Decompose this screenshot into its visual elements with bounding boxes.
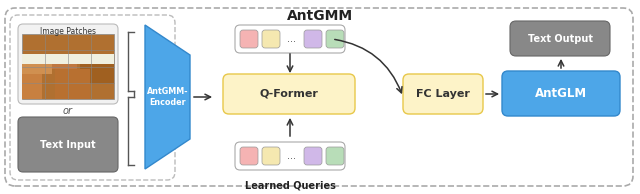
FancyBboxPatch shape bbox=[235, 25, 345, 53]
FancyBboxPatch shape bbox=[18, 24, 118, 104]
FancyBboxPatch shape bbox=[326, 147, 344, 165]
Text: Text Output: Text Output bbox=[527, 34, 593, 43]
FancyBboxPatch shape bbox=[502, 71, 620, 116]
FancyBboxPatch shape bbox=[403, 74, 483, 114]
Text: AntGMM-
Encoder: AntGMM- Encoder bbox=[147, 87, 188, 107]
FancyBboxPatch shape bbox=[80, 59, 114, 84]
FancyBboxPatch shape bbox=[240, 147, 258, 165]
Text: Text Input: Text Input bbox=[40, 140, 96, 150]
FancyBboxPatch shape bbox=[22, 54, 114, 64]
Text: Learned Queries: Learned Queries bbox=[244, 181, 335, 191]
FancyBboxPatch shape bbox=[22, 54, 52, 74]
FancyBboxPatch shape bbox=[304, 147, 322, 165]
FancyBboxPatch shape bbox=[326, 30, 344, 48]
Text: Image Patches: Image Patches bbox=[40, 27, 96, 36]
Text: FC Layer: FC Layer bbox=[416, 89, 470, 99]
Text: AntGMM: AntGMM bbox=[287, 9, 353, 23]
Text: or: or bbox=[63, 106, 73, 116]
Polygon shape bbox=[145, 25, 190, 169]
FancyBboxPatch shape bbox=[510, 21, 610, 56]
FancyBboxPatch shape bbox=[304, 30, 322, 48]
FancyBboxPatch shape bbox=[18, 117, 118, 172]
FancyBboxPatch shape bbox=[22, 74, 42, 99]
Text: ...: ... bbox=[287, 34, 296, 44]
FancyBboxPatch shape bbox=[223, 74, 355, 114]
FancyBboxPatch shape bbox=[240, 30, 258, 48]
FancyBboxPatch shape bbox=[55, 69, 90, 99]
FancyBboxPatch shape bbox=[235, 142, 345, 170]
Text: AntGLM: AntGLM bbox=[535, 87, 587, 100]
FancyBboxPatch shape bbox=[22, 34, 114, 99]
Text: ...: ... bbox=[287, 151, 296, 161]
FancyBboxPatch shape bbox=[52, 54, 77, 69]
Text: Q-Former: Q-Former bbox=[260, 89, 319, 99]
FancyBboxPatch shape bbox=[262, 147, 280, 165]
FancyBboxPatch shape bbox=[262, 30, 280, 48]
